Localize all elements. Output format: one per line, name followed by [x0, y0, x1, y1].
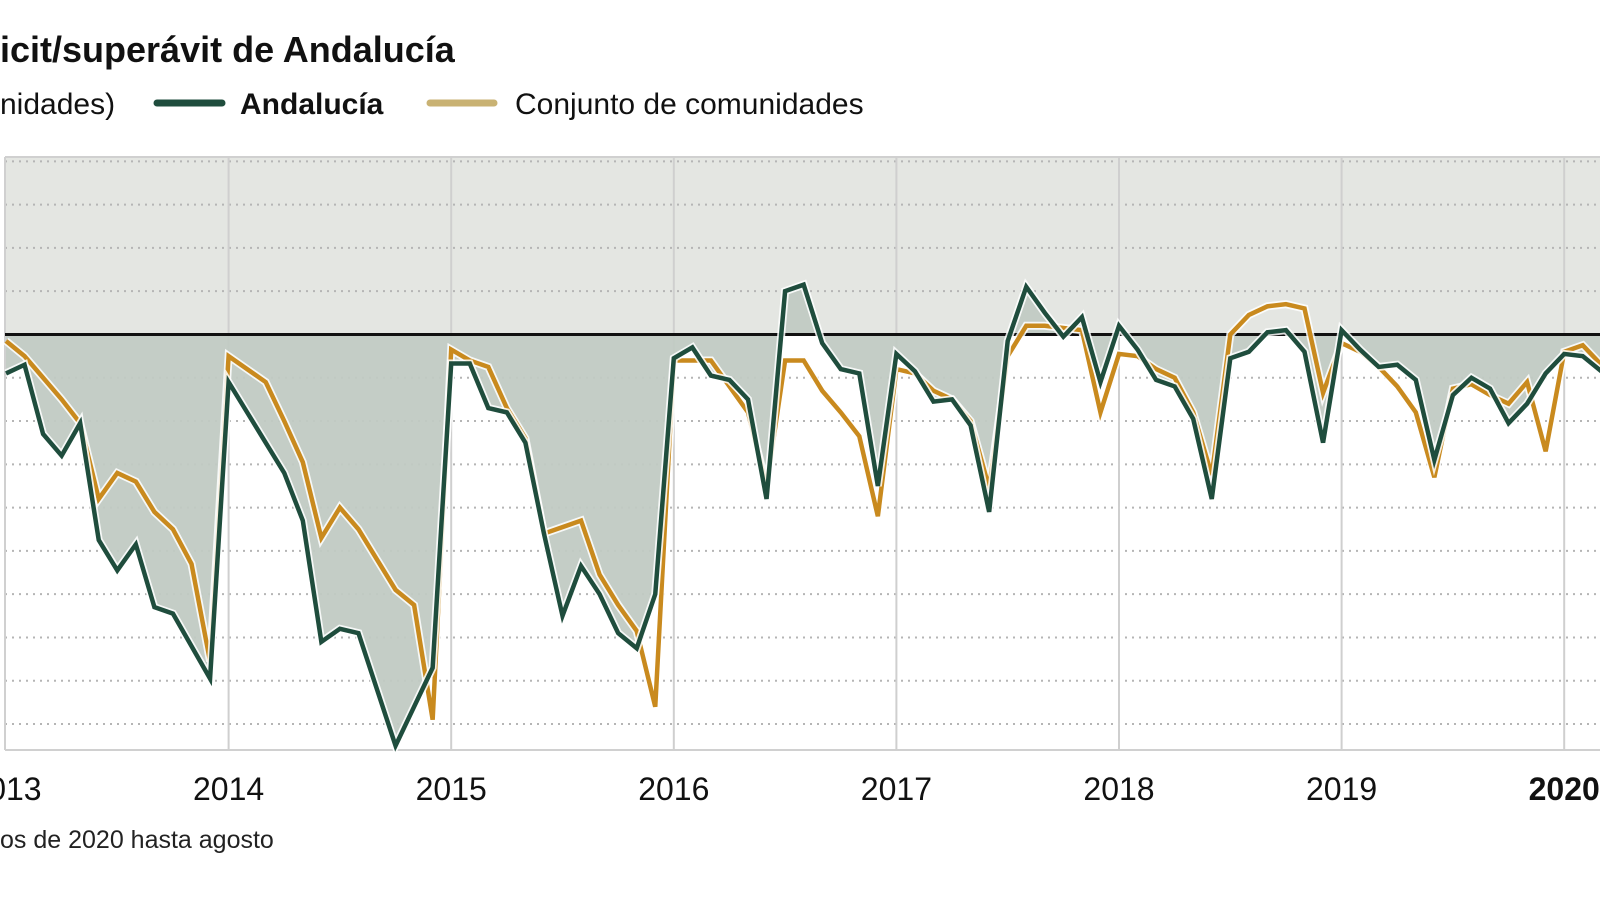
- x-tick-label: 2016: [638, 771, 709, 807]
- legend: Andalucía Conjunto de comunidades: [153, 88, 864, 121]
- x-tick-label: 2018: [1083, 771, 1154, 807]
- legend-label-andalucia: Andalucía: [240, 88, 384, 121]
- plot-area: [3, 156, 1600, 757]
- andalucia-shaded-area: [6, 284, 1600, 746]
- x-tick-label: 2020: [1529, 771, 1600, 807]
- x-tick-label: 2017: [861, 771, 932, 807]
- chart-title: icit/superávit de Andalucía: [0, 29, 456, 70]
- legend-label-conjunto: Conjunto de comunidades: [515, 88, 864, 121]
- x-tick-label: 2019: [1306, 771, 1377, 807]
- chart-subtitle: nidades): [0, 88, 115, 121]
- x-tick-label: 2015: [416, 771, 487, 807]
- x-tick-label: 2014: [193, 771, 264, 807]
- footnote: os de 2020 hasta agosto: [0, 826, 274, 854]
- x-tick-label: 2013: [0, 771, 42, 807]
- x-axis: 2013 2014 2015 2016 2017 2018 2019 2020: [0, 771, 1600, 807]
